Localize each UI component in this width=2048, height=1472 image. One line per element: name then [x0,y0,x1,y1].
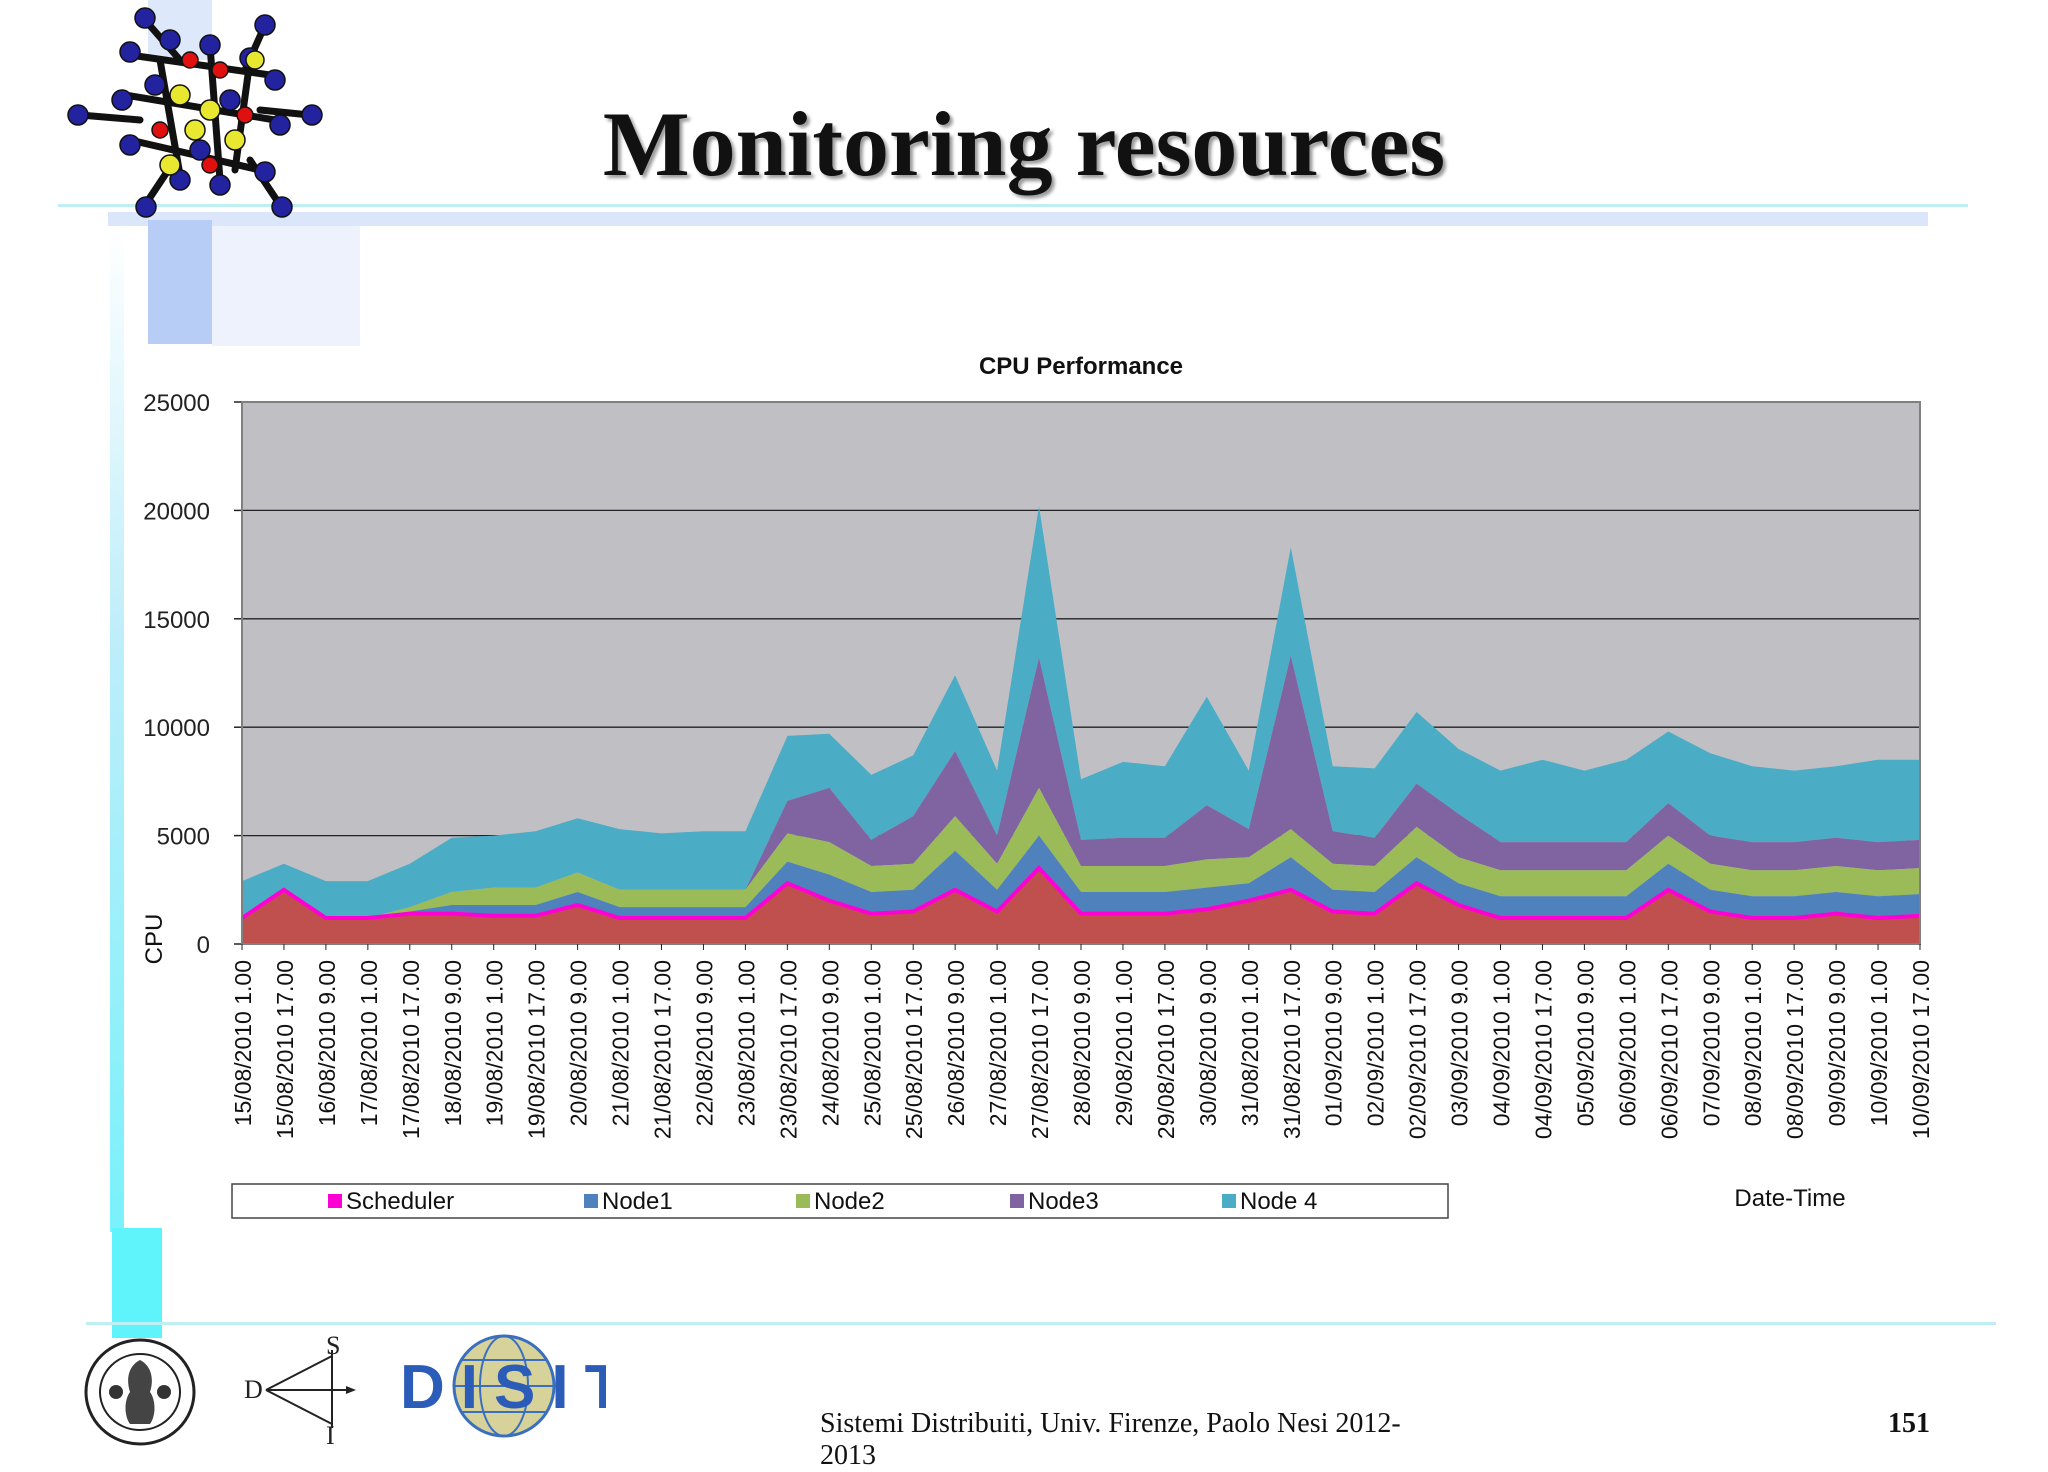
x-tick-label: 31/08/2010 17.00 [1279,960,1305,1139]
x-tick-label: 27/08/2010 17.00 [1027,960,1053,1139]
legend-swatch [1222,1194,1236,1208]
x-tick-label: 26/08/2010 9.00 [943,960,969,1126]
footer-credit: Sistemi Distribuiti, Univ. Firenze, Paol… [820,1408,1401,1471]
x-tick-label: 05/09/2010 9.00 [1572,960,1598,1126]
y-tick-label: 25000 [143,390,210,417]
x-tick-label: 15/08/2010 1.00 [230,960,256,1126]
y-tick-label: 10000 [143,715,210,742]
x-tick-label: 30/08/2010 9.00 [1195,960,1221,1126]
x-tick-label: 24/08/2010 9.00 [817,960,843,1126]
x-tick-label: 31/08/2010 1.00 [1237,960,1263,1126]
x-tick-label: 21/08/2010 17.00 [650,960,676,1139]
decorative-side-strip [110,226,124,1232]
legend-label: Node1 [602,1188,673,1215]
title-underline [58,204,1968,207]
x-tick-label: 21/08/2010 1.00 [608,960,634,1126]
y-tick-label: 15000 [143,607,210,634]
x-tick-label: 29/08/2010 1.00 [1111,960,1137,1126]
legend-label: Node2 [814,1188,885,1215]
area-scheduler [242,868,1920,944]
x-tick-label: 19/08/2010 1.00 [482,960,508,1126]
legend-label: Scheduler [346,1188,454,1215]
y-tick-label: 5000 [157,824,210,851]
line-scheduler [240,865,1921,921]
x-tick-label: 17/08/2010 17.00 [398,960,424,1139]
x-tick-label: 08/09/2010 1.00 [1740,960,1766,1126]
x-tick-label: 27/08/2010 1.00 [985,960,1011,1126]
dsi-logo: D S I [244,1336,356,1446]
chart-svg: 0 5000 10000 15000 20000 25000 CPU Performance… [141,353,1934,1219]
legend-swatch [796,1194,810,1208]
x-tick-label: 17/08/2010 1.00 [356,960,382,1126]
decorative-block [212,226,360,346]
disit-text: DISIT [400,1353,606,1422]
x-tick-label: 28/08/2010 9.00 [1069,960,1095,1126]
area-node-4 [242,506,1920,918]
x-tick-label: 22/08/2010 9.00 [692,960,718,1126]
legend-label: Node3 [1028,1188,1099,1215]
area-node2 [242,787,1920,918]
disit-logo: DISIT [400,1334,606,1438]
x-tick-label: 07/09/2010 9.00 [1698,960,1724,1126]
title-band [108,212,1928,226]
x-tick-label: 10/09/2010 1.00 [1866,960,1892,1126]
dsi-letter-s: S [326,1336,340,1360]
x-tick-label: 15/08/2010 17.00 [272,960,298,1139]
x-tick-label: 23/08/2010 1.00 [733,960,759,1126]
x-tick-label: 29/08/2010 17.00 [1153,960,1179,1139]
y-tick-label: 0 [197,932,210,959]
x-tick-label: 10/09/2010 17.00 [1908,960,1934,1139]
x-tick-label: 02/09/2010 17.00 [1405,960,1431,1139]
legend-swatch [328,1194,342,1208]
legend-swatch [584,1194,598,1208]
decorative-block [148,220,212,344]
page-number: 151 [1888,1408,1930,1439]
footer-divider [86,1322,1996,1325]
decorative-block [112,1228,162,1338]
x-tick-label: 23/08/2010 17.00 [775,960,801,1139]
x-tick-label: 19/08/2010 17.00 [524,960,550,1139]
x-tick-label: 16/08/2010 9.00 [314,960,340,1126]
university-seal-logo [84,1338,196,1446]
legend-label: Node 4 [1240,1188,1317,1215]
x-tick-label: 25/08/2010 17.00 [901,960,927,1139]
x-tick-label: 04/09/2010 17.00 [1531,960,1557,1139]
cpu-performance-chart: 0 5000 10000 15000 20000 25000 CPU Performance… [120,340,2020,1240]
x-tick-label: 20/08/2010 9.00 [566,960,592,1126]
x-tick-label: 25/08/2010 1.00 [859,960,885,1126]
x-tick-label: 06/09/2010 1.00 [1614,960,1640,1126]
y-axis-label: CPU [141,914,168,965]
x-tick-label: 08/09/2010 17.00 [1782,960,1808,1139]
dsi-letter-d: D [244,1375,263,1404]
dsi-letter-i: I [326,1421,335,1446]
x-axis-label: Date-Time [1734,1185,1845,1212]
x-tick-label: 04/09/2010 1.00 [1489,960,1515,1126]
legend-box [231,1183,1449,1219]
y-tick-label: 20000 [143,498,210,525]
x-tick-label: 06/09/2010 17.00 [1656,960,1682,1139]
x-tick-label: 09/09/2010 9.00 [1824,960,1850,1126]
legend-swatch [1010,1194,1024,1208]
chart-title: CPU Performance [979,353,1183,380]
x-tick-label: 02/09/2010 1.00 [1363,960,1389,1126]
x-tick-label: 01/09/2010 9.00 [1321,960,1347,1126]
x-tick-label: 03/09/2010 9.00 [1447,960,1473,1126]
area-node1 [242,835,1920,918]
area-node3 [242,655,1920,918]
molecule-icon [67,7,323,218]
slide-title: Monitoring resources [602,93,1446,195]
x-tick-label: 18/08/2010 9.00 [440,960,466,1126]
